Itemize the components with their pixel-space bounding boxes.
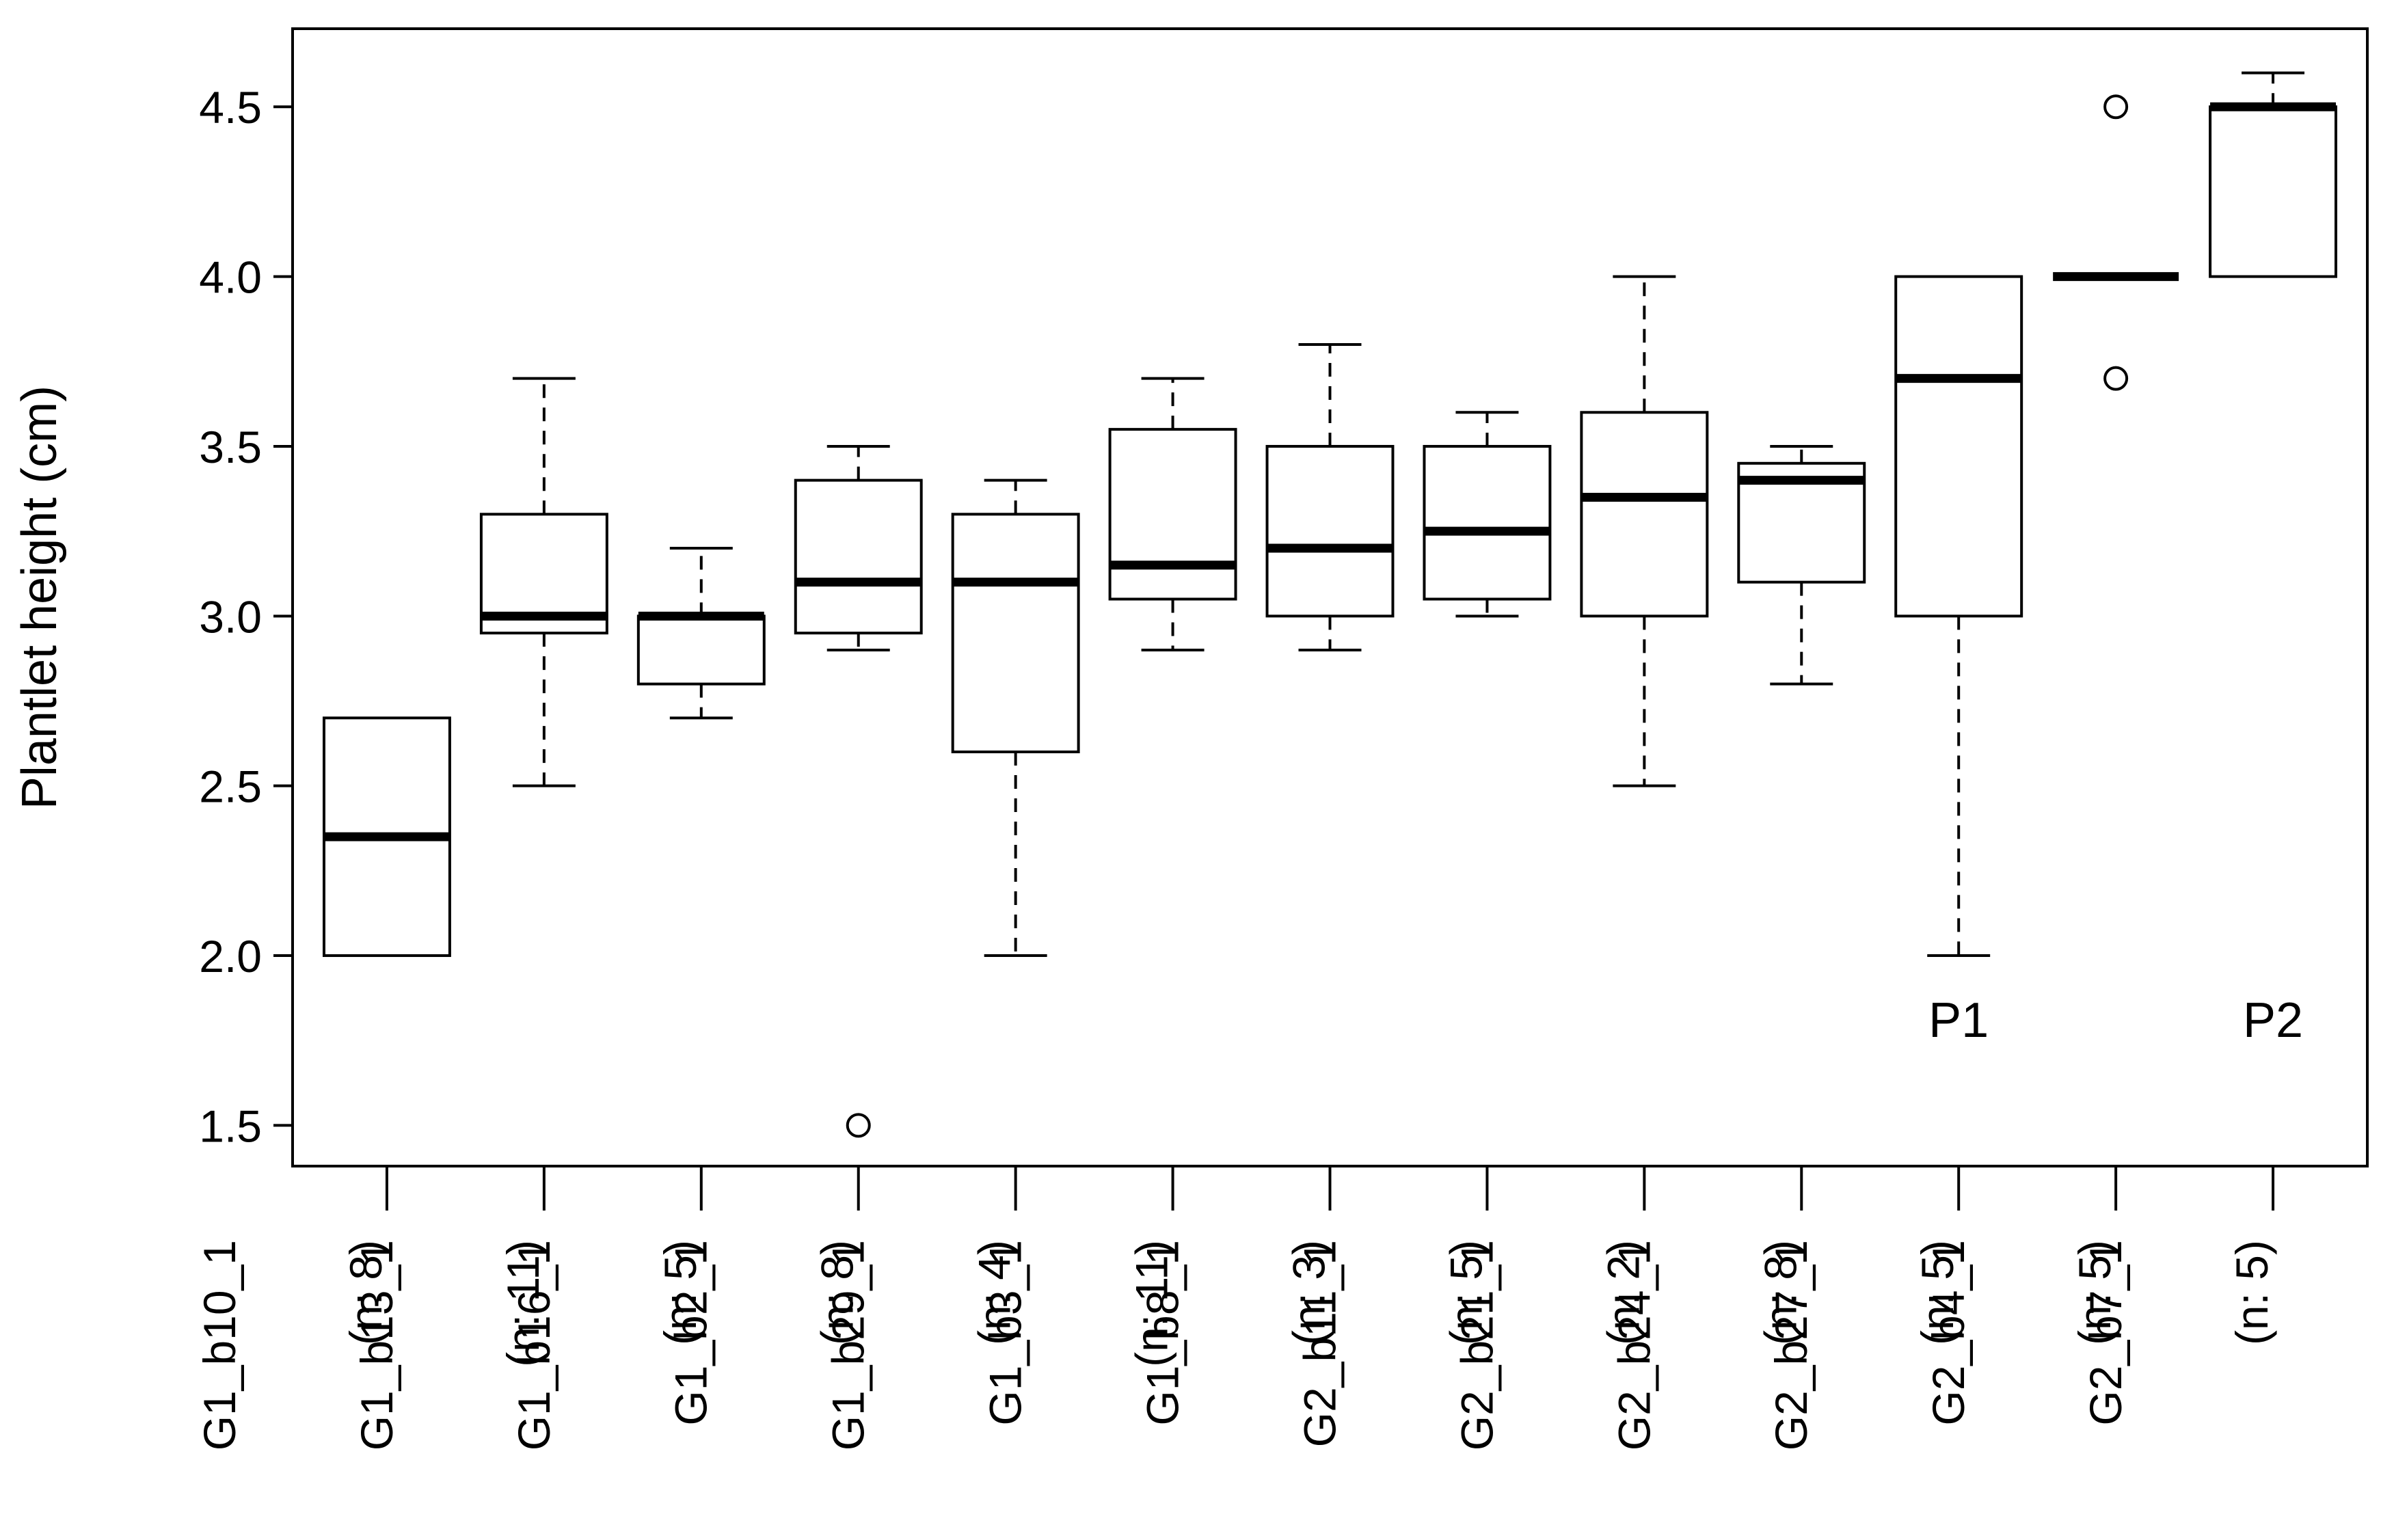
outlier-point: [2103, 366, 2129, 391]
x-tick-label-name: G2_b27_1: [1766, 1240, 1816, 1450]
box-group: [951, 478, 1080, 958]
y-axis: 1.5 2.0 2.5 3.0 3.5 4.0 4.5: [199, 82, 293, 1151]
box-group: [1580, 275, 1709, 787]
x-tick-label-name: G1_b2_1: [666, 1240, 716, 1426]
x-tick-label-name: G1_b8_1: [1138, 1240, 1188, 1426]
x-tick-label-name: G1_b29_1: [823, 1240, 874, 1450]
box-group: [794, 444, 923, 1138]
x-tick-label-n: (n: 8): [1755, 1240, 1805, 1345]
x-tick-label-n: (n: 5): [1912, 1240, 1963, 1345]
box-group: [1423, 411, 1552, 618]
y-tick-label: 1.5: [199, 1100, 262, 1151]
x-tick-label-n: (n: 8): [812, 1240, 863, 1345]
box: [1580, 411, 1709, 618]
x-tick-label-n: (n: 4): [969, 1240, 1020, 1345]
annotation-label: P2: [2243, 993, 2303, 1048]
x-tick-label-n: (n: 5): [655, 1240, 705, 1345]
box: [1894, 275, 2023, 618]
x-tick-label-name: G1_b16_1: [509, 1240, 559, 1450]
x-tick-label-n: (n: 3): [1284, 1240, 1334, 1345]
box-group: [322, 716, 451, 958]
y-axis-label: Plantlet height (cm): [12, 386, 67, 809]
plot-marks: P1 P2: [322, 71, 2338, 1138]
box: [1423, 444, 1552, 601]
x-tick-label-n: (n: 11): [498, 1240, 548, 1367]
y-tick-label: 2.0: [199, 931, 262, 982]
x-tick-label-n: (n: 5): [2227, 1240, 2277, 1345]
box-group: [1108, 377, 1237, 651]
y-tick-label: 3.5: [199, 422, 262, 472]
box: [636, 614, 766, 686]
box-group: [2053, 94, 2179, 391]
x-axis: (n: 8) G1_b10_1 (n: 11) G1_b13_1 (n: 5) G1_b1…: [194, 1166, 2277, 1450]
box-group: [2209, 71, 2338, 278]
x-tick-label-name: G1_b13_1: [351, 1240, 402, 1450]
box-group: [1265, 342, 1395, 651]
x-tick-label-n: (n: 2): [1598, 1240, 1648, 1345]
x-tick-label-name: G2_b21_1: [1451, 1240, 1502, 1450]
x-tick-label-name: G1_b10_1: [194, 1240, 245, 1450]
x-tick-label-name: G2_b24_1: [1609, 1240, 1659, 1450]
box: [794, 478, 923, 635]
box-group: [1894, 275, 2023, 958]
box-group: [1737, 444, 1866, 686]
x-tick-label-name: G2_b7_1: [2080, 1240, 2131, 1426]
box: [2209, 105, 2338, 278]
box-group: [479, 377, 608, 787]
box: [1108, 428, 1237, 601]
x-tick-label-n: (n: 8): [340, 1240, 391, 1345]
outlier-point: [2103, 94, 2129, 120]
y-tick-label: 2.5: [199, 761, 262, 812]
y-tick-label: 3.0: [199, 591, 262, 642]
annotation-label: P1: [1928, 993, 1989, 1048]
box: [1265, 444, 1395, 618]
x-tick-label-name: G2_b11_1: [1294, 1240, 1345, 1447]
box: [951, 513, 1080, 754]
outlier-point: [846, 1113, 871, 1138]
x-tick-label-n: (n: 11): [1127, 1240, 1177, 1367]
box-group: [636, 546, 766, 720]
x-tick-label-name: G1_b3_1: [980, 1240, 1031, 1426]
y-tick-label: 4.0: [199, 252, 262, 303]
x-tick-label-n: (n: 5): [2069, 1240, 2120, 1345]
y-tick-label: 4.5: [199, 82, 262, 133]
x-tick-label-n: (n: 5): [1440, 1240, 1491, 1345]
x-tick-label-name: G2_b4_1: [1923, 1240, 1974, 1426]
